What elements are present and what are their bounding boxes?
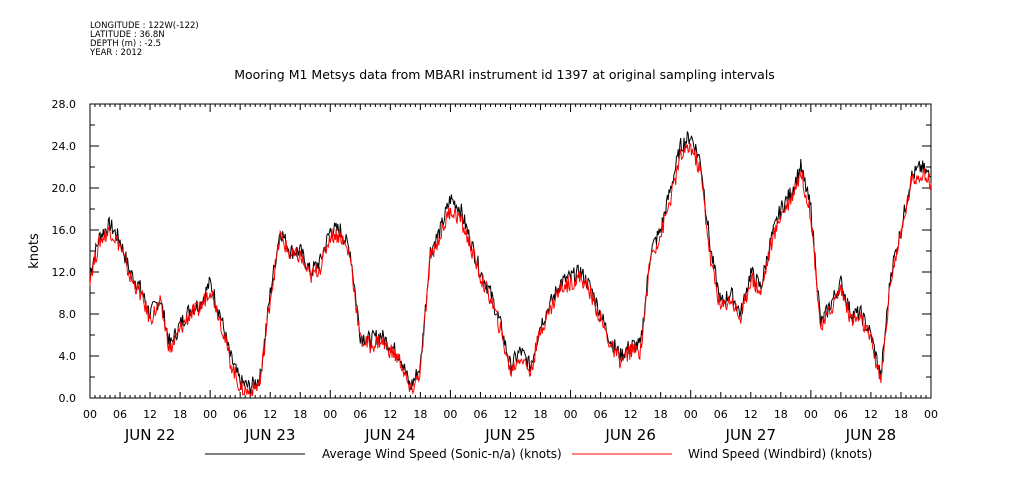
x-tick-label: 12 (864, 408, 878, 421)
x-tick-label: 06 (594, 408, 608, 421)
x-day-label: JUN 27 (725, 426, 776, 444)
chart-series-lines (89, 131, 932, 397)
depth-text: DEPTH (m) : -2.5 (90, 39, 162, 49)
y-tick-label: 4.0 (59, 350, 77, 363)
x-tick-label: 18 (894, 408, 908, 421)
chart-title: Mooring M1 Metsys data from MBARI instru… (234, 67, 775, 82)
y-tick-label: 0.0 (59, 392, 77, 405)
legend-label-series1: Average Wind Speed (Sonic-n/a) (knots) (322, 447, 562, 461)
x-tick-label: 00 (83, 408, 97, 421)
x-tick-label: 06 (353, 408, 367, 421)
x-tick-label: 00 (323, 408, 337, 421)
x-day-label: JUN 24 (364, 426, 415, 444)
x-tick-label: 00 (203, 408, 217, 421)
x-tick-label: 06 (233, 408, 247, 421)
y-tick-label: 20.0 (52, 182, 77, 195)
plot-frame (89, 103, 932, 399)
x-tick-label: 00 (804, 408, 818, 421)
x-tick-label: 00 (564, 408, 578, 421)
chart-legend: Average Wind Speed (Sonic-n/a) (knots) W… (205, 447, 872, 461)
x-day-label: JUN 28 (845, 426, 896, 444)
x-day-label: JUN 23 (244, 426, 295, 444)
x-tick-label: 18 (173, 408, 187, 421)
x-tick-label: 18 (413, 408, 427, 421)
longitude-text: LONGITUDE : 122W(-122) (90, 21, 199, 31)
y-tick-label: 8.0 (59, 308, 77, 321)
x-tick-label: 12 (143, 408, 157, 421)
x-tick-label: 18 (534, 408, 548, 421)
legend-label-series2: Wind Speed (Windbird) (knots) (688, 447, 872, 461)
x-tick-label: 00 (924, 408, 938, 421)
x-tick-label: 12 (744, 408, 758, 421)
x-day-label: JUN 26 (604, 426, 655, 444)
y-tick-label: 16.0 (52, 224, 77, 237)
chart-axes: 0.0 4.0 8.0 12.0 16.0 20.0 24.0 28.0 00 06 12 18 00 0… (52, 98, 939, 444)
x-tick-label: 12 (624, 408, 638, 421)
x-tick-label: 12 (504, 408, 518, 421)
x-tick-label: 06 (834, 408, 848, 421)
x-day-label: JUN 22 (124, 426, 175, 444)
y-tick-label: 24.0 (52, 140, 77, 153)
y-tick-label: 28.0 (52, 98, 77, 111)
x-tick-label: 06 (113, 408, 127, 421)
x-tick-label: 18 (654, 408, 668, 421)
y-axis-label: knots (27, 233, 42, 269)
x-tick-label: 06 (714, 408, 728, 421)
x-tick-label: 12 (263, 408, 277, 421)
latitude-text: LATITUDE : 36.8N (90, 30, 165, 40)
y-tick-label: 12.0 (52, 266, 77, 279)
year-text: YEAR : 2012 (90, 48, 143, 58)
metadata-block: LONGITUDE : 122W(-122) LATITUDE : 36.8N … (90, 22, 199, 58)
series-line-2 (89, 142, 932, 397)
x-tick-label: 06 (473, 408, 487, 421)
x-tick-label: 12 (383, 408, 397, 421)
x-tick-label: 00 (684, 408, 698, 421)
x-tick-label: 18 (774, 408, 788, 421)
x-day-label: JUN 25 (484, 426, 535, 444)
series-line-1 (89, 131, 932, 396)
x-tick-label: 00 (443, 408, 457, 421)
x-tick-label: 18 (293, 408, 307, 421)
